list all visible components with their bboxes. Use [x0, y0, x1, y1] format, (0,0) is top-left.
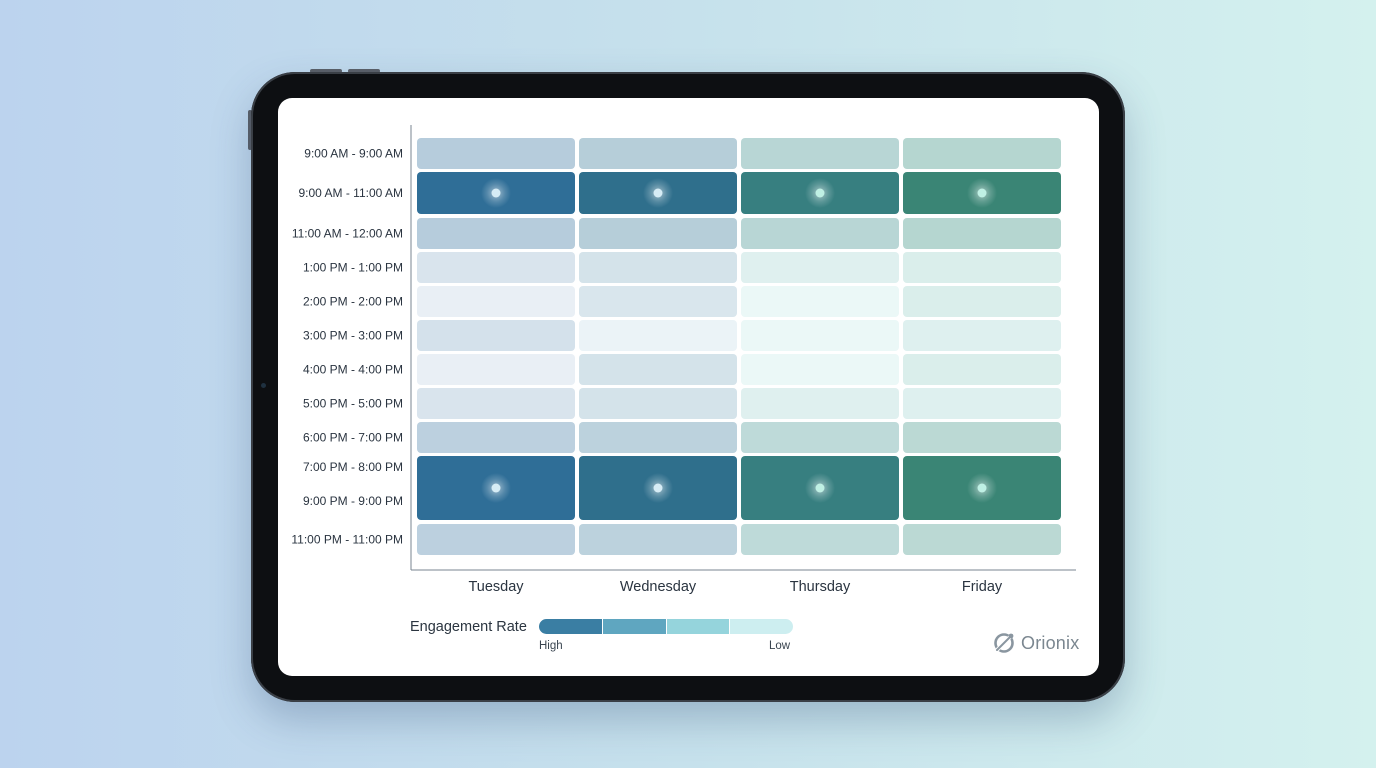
- peak-marker: [491, 188, 501, 198]
- y-tick-label: 6:00 PM - 7:00 PM: [303, 431, 403, 445]
- y-tick-label: 7:00 PM - 8:00 PM: [303, 460, 403, 474]
- y-tick-label: 11:00 AM - 12:00 AM: [292, 227, 403, 241]
- y-tick-label: 2:00 PM - 2:00 PM: [303, 295, 403, 309]
- heatmap-cell: [903, 138, 1061, 169]
- heatmap-cell: [903, 218, 1061, 249]
- heatmap-cell: [579, 524, 737, 555]
- peak-marker: [977, 188, 987, 198]
- heatmap-cell: [741, 286, 899, 317]
- legend-low-label: Low: [769, 640, 791, 652]
- legend-color-scale: [539, 619, 793, 634]
- heatmap-cell: [579, 422, 737, 453]
- heatmap-cell: [741, 388, 899, 419]
- peak-marker: [977, 483, 987, 493]
- heatmap-cell: [417, 252, 575, 283]
- legend-segment-4: [730, 619, 793, 634]
- legend-high-label: High: [539, 640, 563, 652]
- y-tick-label: 9:00 AM - 9:00 AM: [304, 147, 403, 161]
- heatmap-cell: [903, 286, 1061, 317]
- heatmap-cell: [417, 218, 575, 249]
- heatmap-cell: [417, 320, 575, 351]
- legend-segment-2: [602, 619, 667, 634]
- legend-segment-3: [666, 619, 731, 634]
- peak-marker: [653, 188, 663, 198]
- y-tick-label: 1:00 PM - 1:00 PM: [303, 261, 403, 275]
- y-tick-label: 3:00 PM - 3:00 PM: [303, 329, 403, 343]
- x-tick-label: Friday: [962, 579, 1003, 595]
- heatmap-cell: [417, 524, 575, 555]
- tablet-camera: [261, 383, 266, 388]
- tablet-side-button: [248, 110, 252, 150]
- y-tick-label: 9:00 PM - 9:00 PM: [303, 494, 403, 508]
- heatmap-cell: [903, 320, 1061, 351]
- engagement-heatmap: 9:00 AM - 9:00 AM 9:00 AM - 11:00 AM 11:00…: [291, 125, 1076, 595]
- heatmap-cell: [417, 286, 575, 317]
- heatmap-cell: [417, 388, 575, 419]
- peak-marker: [815, 483, 825, 493]
- tablet-top-button-1: [310, 69, 342, 73]
- heatmap-cell: [579, 218, 737, 249]
- heatmap-cell: [741, 138, 899, 169]
- heatmap-cell: [903, 252, 1061, 283]
- heatmap-cell: [903, 388, 1061, 419]
- y-tick-label: 4:00 PM - 4:00 PM: [303, 363, 403, 377]
- y-tick-label: 11:00 PM - 11:00 PM: [291, 533, 403, 547]
- x-tick-label: Wednesday: [620, 579, 697, 595]
- heatmap-cell: [741, 354, 899, 385]
- y-tick-label: 5:00 PM - 5:00 PM: [303, 397, 403, 411]
- peak-marker: [491, 483, 501, 493]
- legend-title: Engagement Rate: [410, 619, 527, 635]
- heatmap-cell: [417, 354, 575, 385]
- heatmap-cell: [579, 286, 737, 317]
- tablet-top-button-2: [348, 69, 380, 73]
- heatmap-cell: [741, 524, 899, 555]
- heatmap-cell: [741, 218, 899, 249]
- x-tick-label: Tuesday: [468, 579, 524, 595]
- orbit-logo-icon: [994, 633, 1014, 653]
- heatmap-cell: [579, 138, 737, 169]
- heatmap-cell: [903, 524, 1061, 555]
- peak-marker: [653, 483, 663, 493]
- y-tick-label: 9:00 AM - 11:00 AM: [298, 186, 403, 200]
- heatmap-cell: [579, 320, 737, 351]
- heatmap-cell: [579, 354, 737, 385]
- heatmap-cell: [741, 252, 899, 283]
- brand-logo: Orionix: [992, 631, 1079, 655]
- x-tick-label: Thursday: [790, 579, 851, 595]
- heatmap-cell: [579, 388, 737, 419]
- heatmap-cell: [579, 252, 737, 283]
- heatmap-cell: [417, 422, 575, 453]
- heatmap-cell: [417, 138, 575, 169]
- peak-marker: [815, 188, 825, 198]
- heatmap-cell: [741, 422, 899, 453]
- heatmap-cell: [903, 354, 1061, 385]
- heatmap-cell: [741, 320, 899, 351]
- tablet-screen: 9:00 AM - 9:00 AM 9:00 AM - 11:00 AM 11:00…: [278, 98, 1099, 676]
- heatmap-cell: [903, 422, 1061, 453]
- brand-name: Orionix: [1021, 632, 1080, 653]
- legend-segment-1: [539, 619, 603, 634]
